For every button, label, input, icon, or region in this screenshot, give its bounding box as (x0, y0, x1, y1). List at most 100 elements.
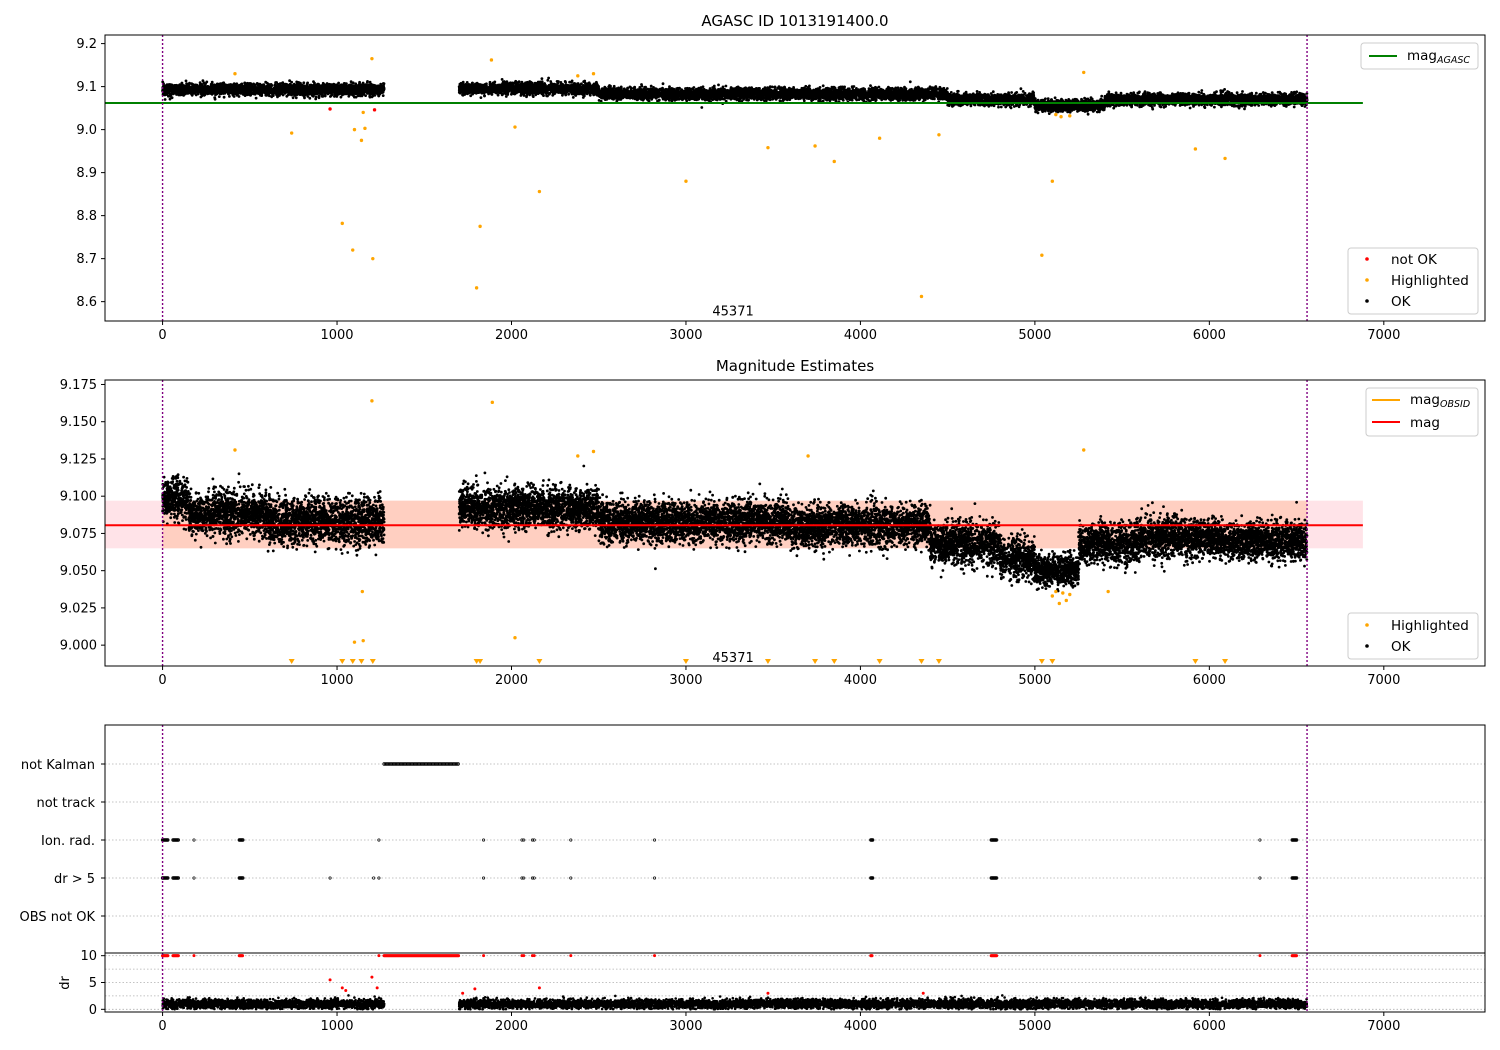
ok-point (326, 91, 329, 94)
ok-point (267, 92, 270, 95)
ok-point (371, 90, 374, 93)
ok-point (358, 87, 361, 90)
ok-point (382, 94, 385, 97)
ok-point (199, 81, 202, 84)
ok-point (377, 86, 380, 89)
ok-point (329, 88, 332, 91)
ok-point (300, 88, 303, 91)
ok-point (282, 84, 285, 87)
ok-point (323, 86, 326, 89)
ok-point (185, 80, 188, 83)
ok-point (164, 98, 167, 101)
ok-point (202, 79, 205, 82)
ok-point (173, 92, 176, 95)
ok-point (164, 86, 167, 89)
ok-point (249, 87, 252, 90)
ok-point (201, 94, 204, 97)
ok-point (251, 91, 254, 94)
ok-point (341, 94, 344, 97)
ok-point (222, 87, 225, 90)
ok-point (233, 90, 236, 93)
ok-point (248, 92, 251, 95)
ok-point (335, 93, 338, 96)
ok-point (287, 88, 290, 91)
ok-point (219, 82, 222, 85)
ok-point (335, 88, 338, 91)
ok-point (375, 91, 378, 94)
ok-point (480, 96, 483, 99)
ok-point (313, 88, 316, 91)
ok-point (252, 83, 255, 86)
ok-point (244, 90, 247, 93)
ok-point (358, 91, 361, 94)
ok-point (289, 86, 292, 89)
ok-point (348, 86, 351, 89)
ok-point (176, 87, 179, 90)
ok-point (349, 93, 352, 96)
ok-point (197, 91, 200, 94)
ok-point (227, 93, 230, 96)
ok-point (541, 77, 544, 80)
ok-point (308, 86, 311, 89)
ok-point (319, 93, 322, 96)
ok-point (483, 95, 486, 98)
ok-point (271, 92, 274, 95)
ok-point (292, 88, 295, 91)
ok-point (366, 88, 369, 91)
ok-point (324, 94, 327, 97)
ok-point (293, 93, 296, 96)
ok-point (306, 82, 309, 85)
ok-point (339, 84, 342, 87)
ok-point (338, 87, 341, 90)
ok-point (361, 87, 364, 90)
ok-point (265, 86, 268, 89)
ok-point (360, 93, 363, 96)
agasc-panel-title: AGASC ID 1013191400.0 (701, 12, 888, 30)
ok-point (374, 87, 377, 90)
ok-point (308, 97, 311, 100)
ok-point (270, 84, 273, 87)
ok-point (224, 90, 227, 93)
ok-point (322, 83, 325, 86)
agasc-ok-points (161, 77, 1308, 116)
ok-point (294, 84, 297, 87)
ok-point (184, 93, 187, 96)
ok-point (275, 86, 278, 89)
ok-point (207, 86, 210, 89)
ok-point (190, 82, 193, 85)
ok-point (358, 82, 361, 85)
ok-point (230, 87, 233, 90)
ok-point (369, 96, 372, 99)
ok-point (310, 91, 313, 94)
ok-point (272, 88, 275, 91)
ok-point (296, 87, 299, 90)
ok-point (466, 81, 469, 84)
ok-point (315, 91, 318, 94)
ok-point (264, 81, 267, 84)
ok-point (253, 88, 256, 91)
ok-point (169, 83, 172, 86)
ok-point (232, 93, 235, 96)
ok-point (377, 94, 380, 97)
ok-point (343, 89, 346, 92)
ok-point (225, 87, 228, 90)
ok-point (233, 86, 236, 89)
ok-point (181, 82, 184, 85)
ok-point (369, 93, 372, 96)
ok-point (362, 93, 365, 96)
ok-point (240, 90, 243, 93)
ok-point (222, 81, 225, 84)
ok-point (278, 90, 281, 93)
ok-point (192, 90, 195, 93)
ok-point (315, 85, 318, 88)
ok-point (312, 95, 315, 98)
ok-point (338, 91, 341, 94)
ok-point (204, 93, 207, 96)
ok-point (292, 96, 295, 99)
ok-point (261, 89, 264, 92)
ok-point (270, 88, 273, 91)
ok-point (348, 90, 351, 93)
ok-point (190, 87, 193, 90)
ok-point (378, 90, 381, 93)
ok-point (215, 87, 218, 90)
